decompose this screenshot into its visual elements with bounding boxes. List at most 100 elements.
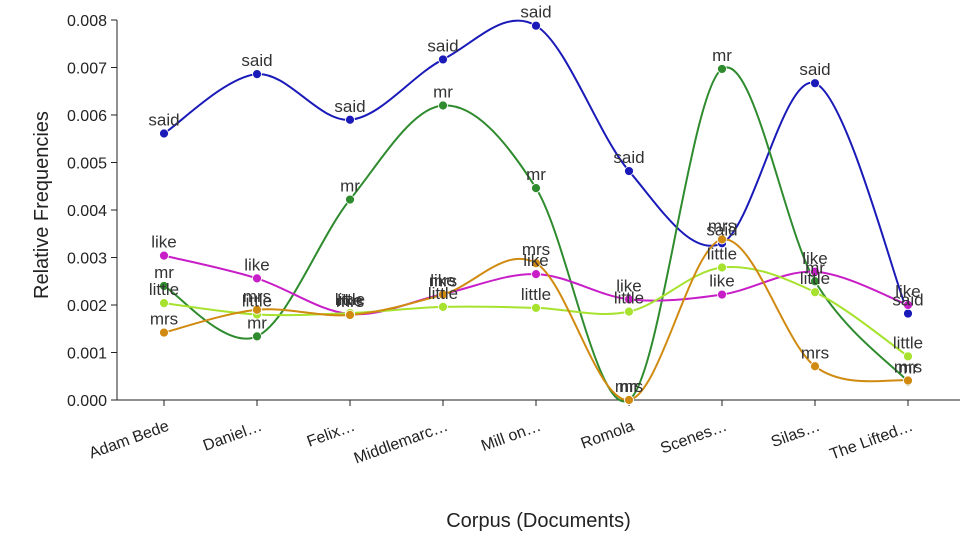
x-tick-label: Daniel… bbox=[201, 418, 264, 455]
data-point-mrs[interactable] bbox=[531, 258, 541, 269]
data-point-said[interactable] bbox=[438, 54, 448, 65]
data-point-mrs[interactable] bbox=[159, 327, 169, 338]
data-label-mr: mr bbox=[619, 377, 639, 396]
data-label-like: like bbox=[616, 276, 642, 295]
data-label-said: said bbox=[613, 148, 644, 167]
data-point-said[interactable] bbox=[345, 114, 355, 125]
data-label-mrs: mrs bbox=[801, 343, 829, 362]
y-tick-label: 0.007 bbox=[67, 61, 107, 78]
data-point-little[interactable] bbox=[624, 306, 634, 317]
series-line-mrs bbox=[163, 238, 909, 402]
data-point-said[interactable] bbox=[531, 20, 541, 31]
data-label-said: said bbox=[148, 111, 179, 130]
data-label-like: like bbox=[430, 271, 456, 290]
y-tick-label: 0.001 bbox=[67, 346, 107, 363]
data-label-mr: mr bbox=[526, 165, 546, 184]
data-point-like[interactable] bbox=[531, 269, 541, 280]
data-point-little[interactable] bbox=[903, 351, 913, 362]
data-label-little: little bbox=[521, 285, 551, 304]
x-tick-label: Mill on… bbox=[479, 418, 543, 455]
data-label-like: like bbox=[337, 291, 363, 310]
x-axis-title: Corpus (Documents) bbox=[446, 510, 631, 532]
data-label-mr: mr bbox=[247, 313, 267, 332]
y-tick-label: 0.003 bbox=[67, 251, 107, 268]
x-tick-label: Felix… bbox=[305, 418, 358, 451]
data-point-mrs[interactable] bbox=[345, 310, 355, 320]
x-tick-label: Romola bbox=[579, 418, 637, 453]
data-label-little: little bbox=[800, 269, 830, 288]
data-point-little[interactable] bbox=[531, 302, 541, 313]
data-point-like[interactable] bbox=[252, 273, 262, 284]
data-label-said: said bbox=[241, 51, 272, 70]
series-line-mr bbox=[163, 66, 909, 403]
data-point-little[interactable] bbox=[717, 262, 727, 273]
data-point-mrs[interactable] bbox=[717, 234, 727, 245]
data-point-said[interactable] bbox=[810, 78, 820, 89]
data-point-like[interactable] bbox=[810, 266, 820, 277]
data-label-mr: mr bbox=[154, 263, 174, 282]
data-label-mr: mr bbox=[712, 46, 732, 65]
data-label-like: like bbox=[895, 282, 921, 301]
y-tick-label: 0.005 bbox=[67, 156, 107, 173]
data-label-said: said bbox=[520, 3, 551, 22]
data-label-mrs: mrs bbox=[708, 216, 736, 235]
data-point-mr[interactable] bbox=[810, 276, 820, 287]
x-tick-label: Silas… bbox=[769, 418, 822, 451]
data-label-mrs: mrs bbox=[429, 272, 457, 291]
data-point-like[interactable] bbox=[717, 289, 727, 300]
data-label-mrs: mrs bbox=[894, 358, 922, 377]
data-label-mrs: mrs bbox=[150, 310, 178, 329]
series-lines bbox=[163, 19, 909, 403]
x-tick-label: Adam Bede bbox=[87, 418, 171, 463]
data-point-mrs[interactable] bbox=[252, 304, 262, 315]
data-label-said: said bbox=[427, 36, 458, 55]
data-point-little[interactable] bbox=[810, 287, 820, 298]
data-point-mr[interactable] bbox=[159, 281, 169, 291]
data-point-like[interactable] bbox=[624, 294, 634, 305]
data-label-like: like bbox=[709, 272, 735, 291]
data-point-mrs[interactable] bbox=[438, 289, 448, 300]
data-point-mr[interactable] bbox=[717, 64, 727, 74]
data-label-mrs: mrs bbox=[336, 292, 364, 311]
data-points bbox=[159, 20, 913, 405]
data-label-little: little bbox=[614, 289, 644, 308]
x-tick-label: Middlemarc… bbox=[352, 418, 451, 468]
y-tick-label: 0.006 bbox=[67, 108, 107, 125]
data-point-like[interactable] bbox=[159, 250, 169, 261]
data-label-little: little bbox=[707, 244, 737, 263]
data-label-like: like bbox=[523, 251, 549, 270]
y-axis-title: Relative Frequencies bbox=[31, 111, 53, 299]
data-point-mrs[interactable] bbox=[903, 375, 913, 386]
data-label-like: like bbox=[244, 255, 270, 274]
data-label-mr: mr bbox=[805, 258, 825, 277]
data-label-like: like bbox=[802, 249, 828, 268]
axes: 0.000 0.001 0.002 0.003 0.004 0.005 0.006 0.007… bbox=[67, 13, 960, 468]
data-point-little[interactable] bbox=[159, 298, 169, 309]
x-tick-label: Scenes… bbox=[658, 418, 729, 458]
data-point-mrs[interactable] bbox=[624, 395, 634, 405]
y-tick-label: 0.000 bbox=[67, 393, 107, 410]
data-label-mrs: mrs bbox=[522, 240, 550, 259]
data-point-little[interactable] bbox=[438, 301, 448, 312]
data-point-said[interactable] bbox=[252, 69, 262, 80]
data-label-said: said bbox=[706, 220, 737, 239]
data-point-mr[interactable] bbox=[345, 194, 355, 205]
data-point-said[interactable] bbox=[159, 128, 169, 139]
data-label-mr: mr bbox=[898, 358, 918, 377]
data-label-mr: mr bbox=[340, 177, 360, 196]
data-point-mrs[interactable] bbox=[810, 361, 820, 372]
data-point-mr[interactable] bbox=[252, 331, 262, 342]
data-label-said: said bbox=[799, 60, 830, 79]
data-point-mr[interactable] bbox=[531, 183, 541, 194]
data-point-said[interactable] bbox=[903, 308, 913, 319]
data-point-like[interactable] bbox=[903, 300, 913, 310]
data-point-said[interactable] bbox=[624, 166, 634, 176]
y-tick-label: 0.004 bbox=[67, 203, 107, 220]
y-tick-label: 0.008 bbox=[67, 13, 107, 30]
data-point-mr[interactable] bbox=[438, 100, 448, 111]
data-labels: saidsaidsaidsaidsaidsaidsaidsaidsaidmrmr… bbox=[148, 3, 923, 396]
data-label-little: little bbox=[335, 290, 365, 309]
data-label-little: little bbox=[149, 280, 179, 299]
